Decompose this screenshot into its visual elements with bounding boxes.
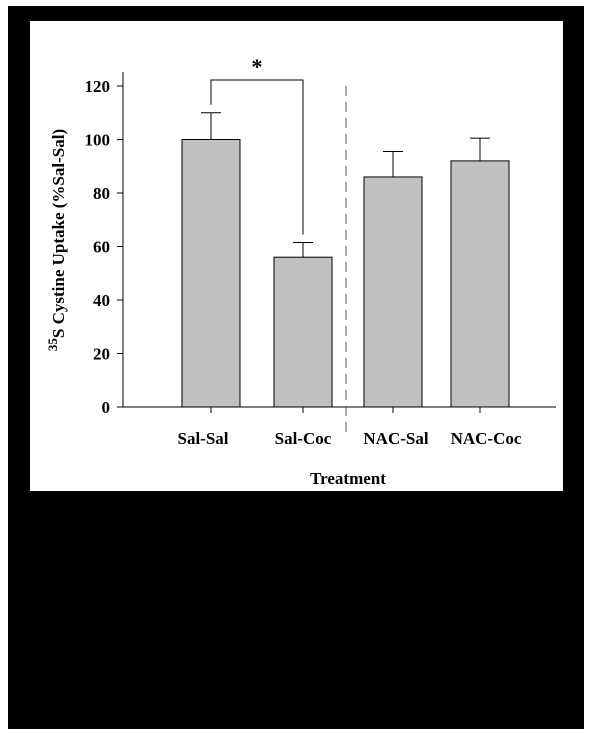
y-tick-label: 60 <box>93 238 110 257</box>
y-axis-label-text: S Cystine Uptake (%Sal-Sal) <box>49 129 68 338</box>
y-tick-label: 0 <box>102 398 111 417</box>
x-axis-tick-labels: Sal-Sal Sal-Coc NAC-Sal NAC-Coc <box>177 407 522 448</box>
bar-sal-sal <box>181 139 241 408</box>
y-axis-label-prefix: 35 <box>45 338 60 352</box>
y-tick-label: 80 <box>93 184 110 203</box>
bar-sal-coc <box>273 256 333 408</box>
y-axis-ticks: 0 20 40 60 80 100 120 <box>85 77 123 417</box>
bars <box>181 112 510 408</box>
y-tick-label: 100 <box>85 131 111 150</box>
x-tick-label: NAC-Sal <box>363 429 428 448</box>
bar-nac-sal <box>363 176 423 408</box>
significance-star: * <box>252 54 263 79</box>
y-tick-label: 20 <box>93 345 110 364</box>
y-tick-label: 120 <box>85 77 111 96</box>
significance-bracket <box>210 79 304 235</box>
x-axis-label: Treatment <box>310 469 386 488</box>
x-tick-label: Sal-Sal <box>177 429 228 448</box>
x-tick-label: Sal-Coc <box>275 429 332 448</box>
y-tick-label: 40 <box>93 291 110 310</box>
y-axis-label: 35S Cystine Uptake (%Sal-Sal) <box>45 129 69 351</box>
x-tick-label: NAC-Coc <box>451 429 522 448</box>
bar-nac-coc <box>450 160 510 408</box>
